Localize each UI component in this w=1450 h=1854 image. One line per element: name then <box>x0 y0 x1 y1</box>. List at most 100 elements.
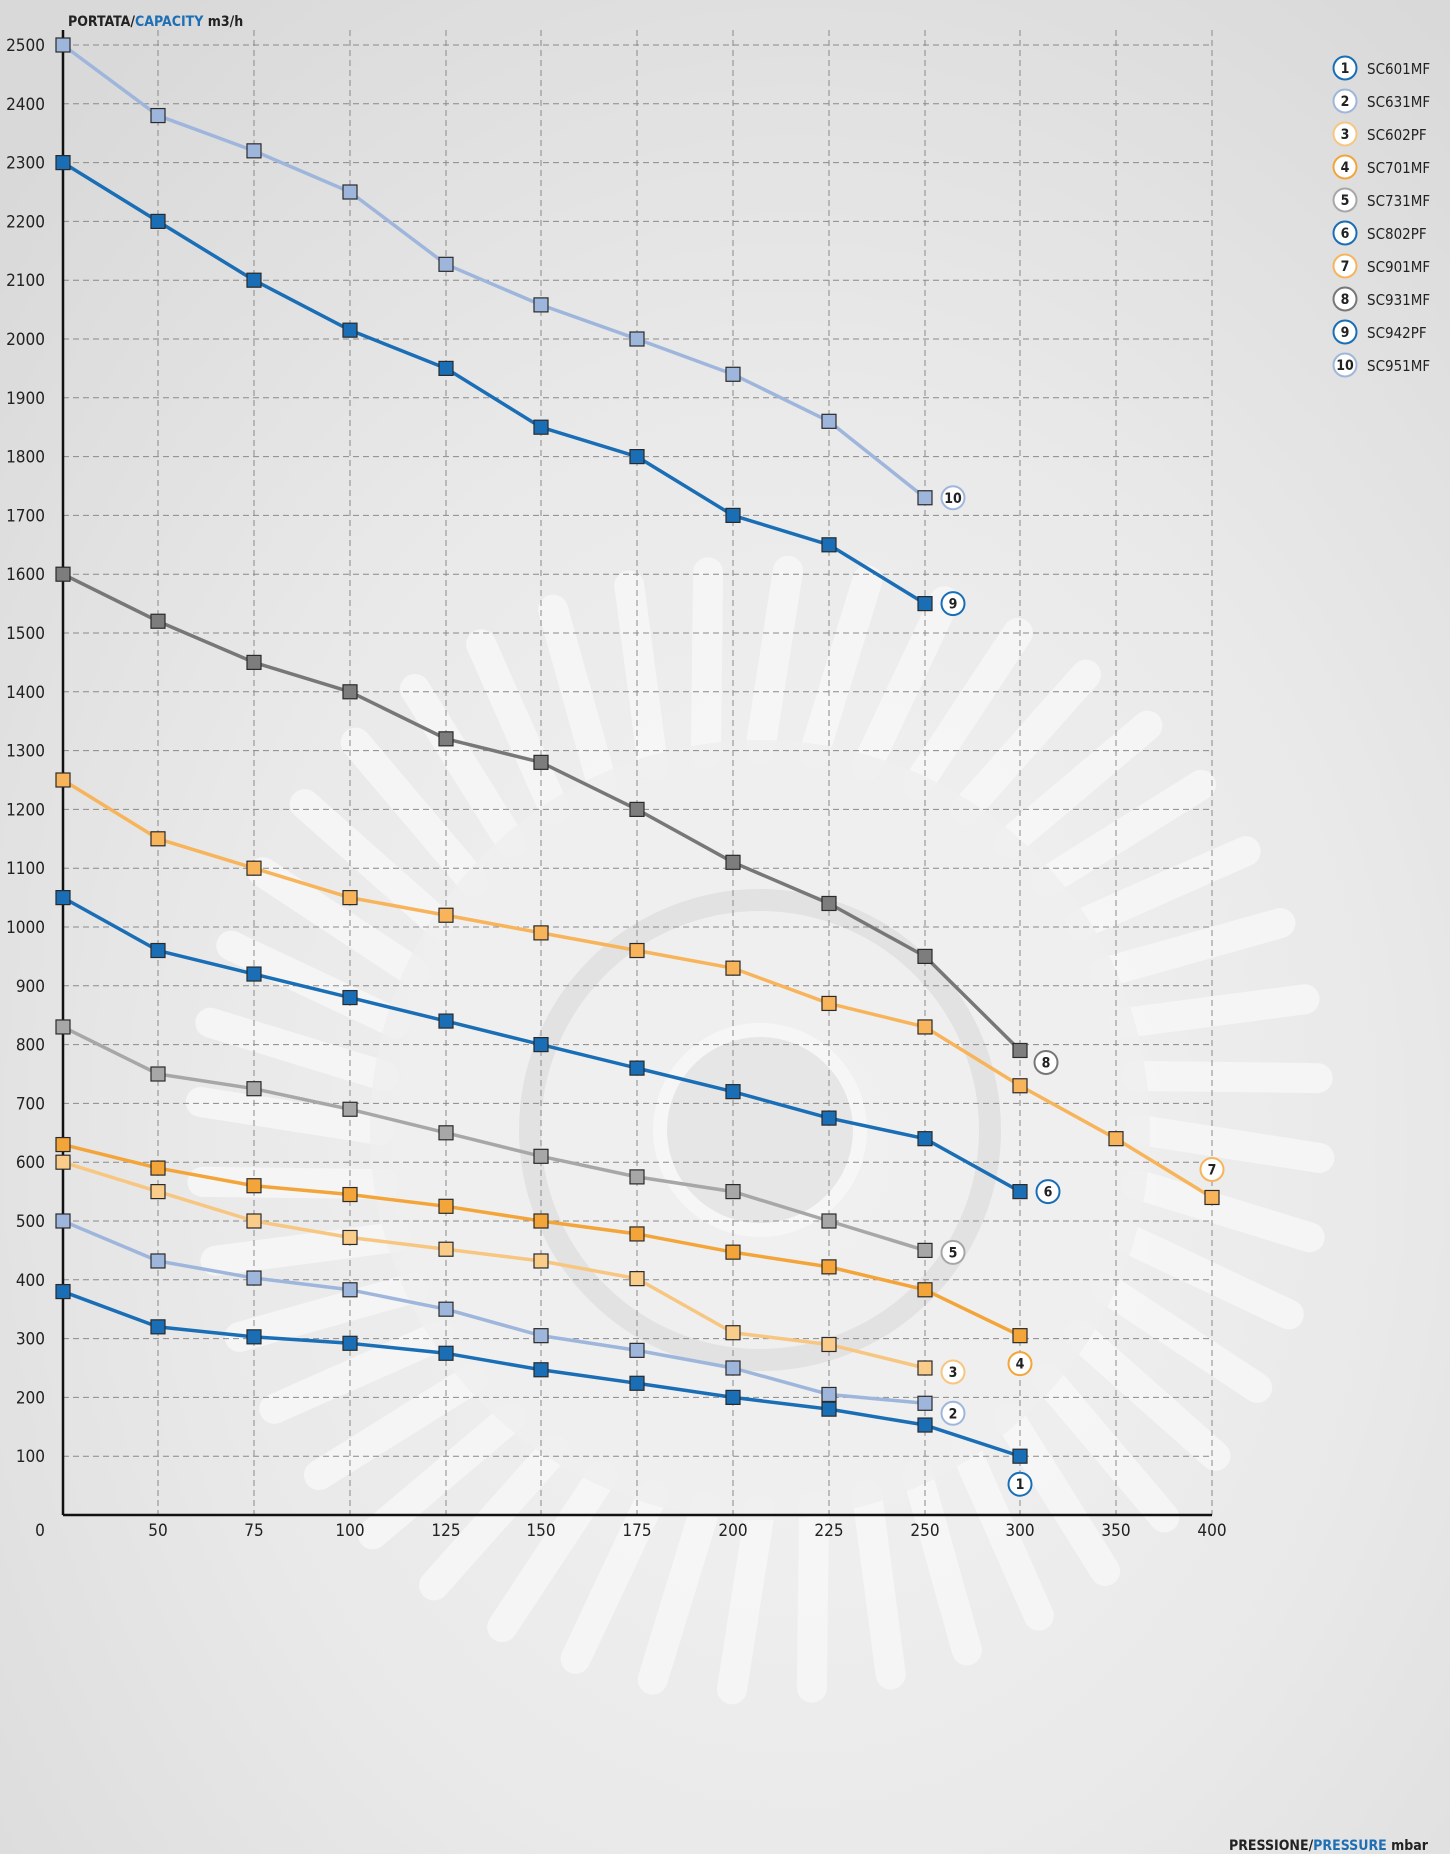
impeller-blade <box>950 659 1101 826</box>
impeller-blade <box>259 1320 456 1424</box>
data-point <box>725 1360 741 1376</box>
impeller-blade <box>799 565 883 769</box>
data-point <box>917 1131 933 1147</box>
y-tick-label: 400 <box>16 1271 45 1291</box>
data-point <box>246 143 262 159</box>
x-tick-label: 250 <box>910 1521 939 1541</box>
x-tick-label: 400 <box>1197 1521 1226 1541</box>
impeller-blade <box>1121 1060 1333 1094</box>
x-tick-label: 175 <box>622 1521 651 1541</box>
y-tick-label: 1900 <box>6 389 45 409</box>
data-point <box>342 1101 358 1117</box>
legend-label: SC601MF <box>1367 60 1430 78</box>
data-point <box>150 831 166 847</box>
data-point <box>917 1019 933 1035</box>
impeller-blade <box>1090 908 1296 988</box>
data-point <box>821 895 837 912</box>
y-tick-label: 1600 <box>6 565 45 585</box>
y-tick-label: 1700 <box>6 506 45 526</box>
series-badge-circle <box>1332 286 1358 312</box>
y-tick-label: 1500 <box>6 624 45 644</box>
y-tick-label: 500 <box>16 1212 45 1232</box>
impeller-blade <box>419 1434 570 1601</box>
y-tick-label: 1000 <box>6 918 45 938</box>
data-point <box>342 989 358 1006</box>
series-badge-circle <box>1007 1351 1033 1377</box>
data-point <box>533 925 549 941</box>
series-SC701MF: 4 <box>55 1136 1033 1377</box>
data-point <box>246 966 262 982</box>
series-badge-circle <box>940 1359 966 1385</box>
y-tick-label: 800 <box>16 1036 45 1056</box>
series-layer: 1 2 3 4 5 6 7 8 9 10 <box>55 37 1225 1497</box>
y-tick-label: 2200 <box>6 212 45 232</box>
legend-item-SC601MF: 1 SC601MF <box>1332 55 1430 81</box>
data-point <box>629 331 645 347</box>
data-point <box>438 1198 454 1214</box>
data-point <box>150 613 166 629</box>
series-badge-3: 3 <box>940 1359 966 1385</box>
data-point <box>55 1213 71 1229</box>
series-badge-circle <box>1332 352 1358 378</box>
series-badge-circle <box>940 591 966 617</box>
data-point <box>629 1226 645 1242</box>
data-point <box>1108 1131 1124 1147</box>
data-point <box>438 1125 454 1141</box>
data-point <box>629 942 645 959</box>
series-badge-number: 3 <box>949 1365 958 1381</box>
series-badge-circle <box>1332 55 1358 81</box>
y-tick-label: 2400 <box>6 95 45 115</box>
data-point <box>629 1342 645 1358</box>
data-point <box>725 1084 741 1100</box>
y-tick-label: 1400 <box>6 683 45 703</box>
series-badge-number: 9 <box>949 597 958 613</box>
y-tick-label: 600 <box>16 1153 45 1173</box>
x-tick-label: 350 <box>1101 1521 1130 1541</box>
data-point <box>725 1183 741 1200</box>
impeller-blade <box>399 673 527 858</box>
series-SC602PF: 3 <box>55 1154 966 1385</box>
series-SC931MF: 8 <box>55 566 1059 1075</box>
impeller-blade <box>560 1479 668 1674</box>
legend-label: SC901MF <box>1367 258 1430 276</box>
series-SC631MF: 2 <box>55 1213 966 1426</box>
series-badge-number: 10 <box>944 491 962 507</box>
impeller-ring <box>519 889 1001 1371</box>
data-point <box>342 1229 358 1246</box>
series-SC901MF: 7 <box>55 772 1225 1206</box>
series-line <box>62 1025 926 1253</box>
data-point <box>533 1253 549 1269</box>
data-point <box>246 1329 262 1345</box>
y-tick-label: 2100 <box>6 271 45 291</box>
series-badge-number: 1 <box>1341 61 1350 77</box>
y-tick-label: 700 <box>16 1094 45 1114</box>
series-badge-2: 2 <box>1332 88 1358 114</box>
series-badge-6: 6 <box>1332 220 1358 246</box>
x-tick-label: 0 <box>35 1521 45 1541</box>
data-point <box>821 1401 837 1417</box>
series-badge-10: 10 <box>1332 352 1358 378</box>
series-line <box>61 43 927 500</box>
x-tick-label: 50 <box>148 1521 167 1541</box>
y-tick-label: 100 <box>16 1447 45 1467</box>
impeller-blade <box>1032 769 1217 897</box>
x-tick-label: 125 <box>431 1521 460 1541</box>
series-badge-7: 7 <box>1332 253 1358 279</box>
series-badge-9: 9 <box>1332 319 1358 345</box>
data-point <box>55 1283 71 1300</box>
impeller-blade <box>614 570 668 781</box>
legend-item-SC951MF: 10 SC951MF <box>1332 352 1430 378</box>
series-badge-circle <box>940 1400 966 1426</box>
data-point <box>725 960 741 976</box>
data-point <box>55 889 71 906</box>
x-tick-label: 300 <box>1005 1521 1034 1541</box>
data-point <box>438 360 454 376</box>
data-point <box>150 1160 166 1176</box>
series-badge-8: 8 <box>1332 286 1358 312</box>
data-point <box>246 1213 262 1229</box>
series-badge-number: 5 <box>949 1245 958 1261</box>
y-tick-label: 300 <box>16 1330 45 1350</box>
data-point <box>150 942 166 959</box>
data-point <box>821 1213 837 1229</box>
y-tick-label: 2500 <box>6 36 45 56</box>
